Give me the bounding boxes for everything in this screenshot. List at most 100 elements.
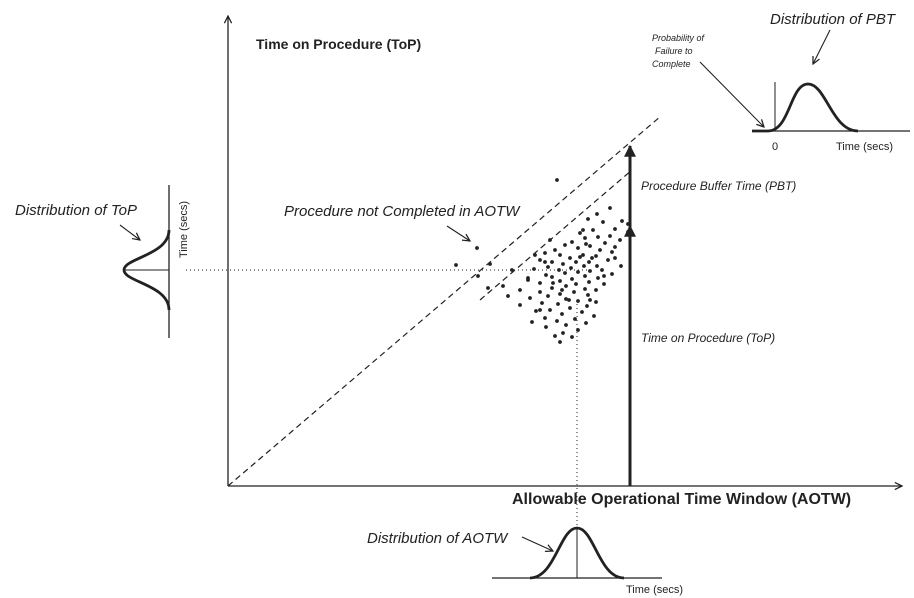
pbt-arrow-label: Procedure Buffer Time (PBT): [641, 179, 796, 193]
scatter-point: [569, 266, 573, 270]
scatter-point: [574, 260, 578, 264]
scatter-point: [590, 256, 594, 260]
scatter-point: [606, 258, 610, 262]
scatter-point: [586, 217, 590, 221]
scatter-point: [563, 271, 567, 275]
scatter-point: [530, 320, 534, 324]
scatter-point: [613, 256, 617, 260]
top-distribution-curve: [122, 229, 171, 311]
scatter-point: [603, 241, 607, 245]
scatter-point: [608, 206, 612, 210]
scatter-point: [546, 294, 550, 298]
scatter-point: [561, 331, 565, 335]
scatter-point: [546, 265, 550, 269]
scatter-point: [585, 304, 589, 308]
scatter-point: [550, 286, 554, 290]
scatter-point: [518, 288, 522, 292]
scatter-point: [610, 272, 614, 276]
scatter-point: [584, 242, 588, 246]
scatter-point: [583, 274, 587, 278]
scatter-point: [576, 246, 580, 250]
scatter-point: [476, 274, 480, 278]
scatter-point: [538, 258, 542, 262]
scatter-point: [583, 236, 587, 240]
scatter-point: [608, 234, 612, 238]
top-dist-pointer: [119, 224, 140, 240]
scatter-point: [595, 264, 599, 268]
scatter-point: [506, 294, 510, 298]
scatter-point: [558, 340, 562, 344]
scatter-point: [592, 314, 596, 318]
scatter-point: [526, 276, 530, 280]
scatter-point: [594, 300, 598, 304]
scatter-point: [540, 301, 544, 305]
aotw-dist-label: Distribution of AOTW: [367, 530, 509, 547]
scatter-point: [532, 267, 536, 271]
scatter-point: [538, 308, 542, 312]
prob-fail-pointer: [699, 61, 764, 127]
scatter-point: [584, 321, 588, 325]
scatter-point: [528, 296, 532, 300]
scatter-point: [534, 309, 538, 313]
scatter-point: [564, 323, 568, 327]
scatter-point: [610, 250, 614, 254]
scatter-point: [544, 325, 548, 329]
scatter-point: [588, 244, 592, 248]
pbt-dist-pointer: [813, 29, 831, 64]
top-dist-axis-label: Time (secs): [178, 201, 190, 258]
scatter-point: [580, 310, 584, 314]
scatter-point: [558, 253, 562, 257]
scatter-point: [553, 248, 557, 252]
pbt-distribution-curve: [752, 82, 859, 133]
scatter-point: [578, 231, 582, 235]
scatter-point: [601, 220, 605, 224]
scatter-point: [543, 316, 547, 320]
scatter-point: [548, 308, 552, 312]
scatter-point: [550, 260, 554, 264]
scatter-point: [551, 281, 555, 285]
prob-fail-label-1: Probability of: [652, 33, 706, 43]
not-completed-pointer: [446, 225, 470, 241]
scatter-point: [588, 269, 592, 273]
scatter-point: [598, 248, 602, 252]
scatter-point: [475, 246, 479, 250]
scatter-point: [602, 274, 606, 278]
aotw-dist-pointer: [521, 536, 553, 551]
scatter-point: [613, 245, 617, 249]
scatter-point: [620, 219, 624, 223]
scatter-point: [558, 279, 562, 283]
scatter-point: [582, 264, 586, 268]
prob-fail-label-2: Failure to: [655, 46, 693, 56]
scatter-point: [501, 284, 505, 288]
scatter-point: [518, 303, 522, 307]
scatter-point: [561, 262, 565, 266]
scatter-point: [550, 275, 554, 279]
scatter-point: [454, 263, 458, 267]
top-arrow-label: Time on Procedure (ToP): [641, 331, 775, 345]
scatter-point: [588, 298, 592, 302]
scatter-point: [557, 268, 561, 272]
scatter-points: [454, 178, 630, 344]
x-axis-title: Allowable Operational Time Window (AOTW): [512, 491, 851, 508]
scatter-point: [560, 312, 564, 316]
scatter-point: [570, 240, 574, 244]
scatter-point: [553, 334, 557, 338]
scatter-point: [564, 297, 568, 301]
pbt-dist-label: Distribution of PBT: [770, 11, 897, 28]
aotw-distribution-curve: [529, 526, 625, 580]
scatter-point: [581, 228, 585, 232]
scatter-point: [543, 260, 547, 264]
pbt-zero-label: 0: [772, 141, 778, 153]
diagonal-dashed-line: [227, 115, 662, 487]
scatter-point: [488, 262, 492, 266]
scatter-point: [555, 178, 559, 182]
scatter-point: [613, 227, 617, 231]
scatter-point: [510, 268, 514, 272]
scatter-point: [587, 280, 591, 284]
scatter-point: [594, 288, 598, 292]
scatter-point: [573, 317, 577, 321]
scatter-point: [586, 293, 590, 297]
scatter-point: [576, 328, 580, 332]
scatter-point: [574, 282, 578, 286]
scatter-point: [567, 298, 571, 302]
